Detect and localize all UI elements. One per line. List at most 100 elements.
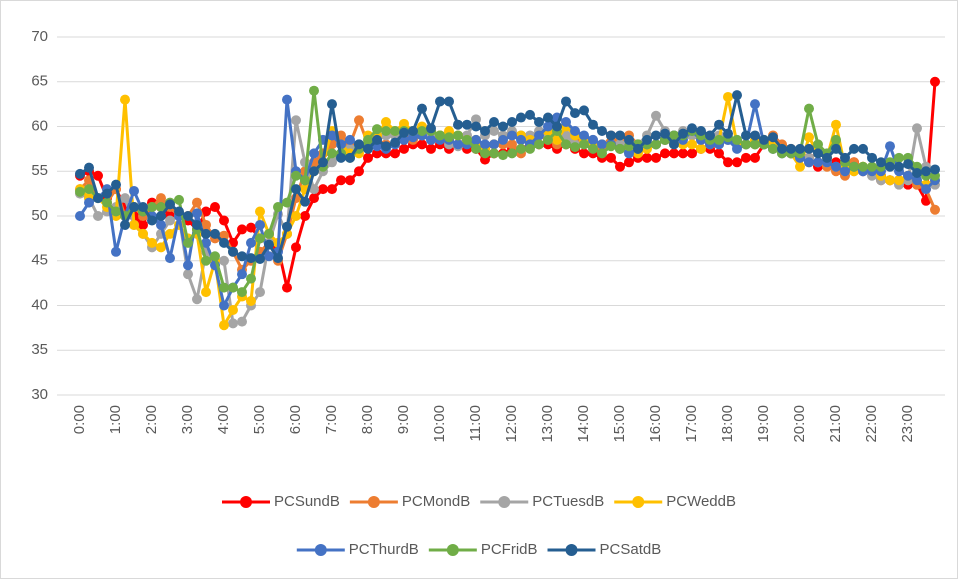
data-point [219,320,229,331]
data-point [111,246,121,257]
data-point [417,125,427,136]
data-point [714,119,724,130]
data-point [741,152,751,163]
data-point [921,184,931,195]
x-tick-label: 4:00 [215,405,232,434]
legend-label: PCMondB [402,493,470,510]
data-point [831,143,841,154]
x-tick-label: 17:00 [683,405,700,443]
data-point [210,251,220,262]
legend-label: PCFridB [481,541,538,558]
data-point [363,134,373,145]
data-point [651,152,661,163]
data-point [237,224,247,235]
data-point [705,130,715,141]
data-point [192,219,202,230]
data-point [597,125,607,136]
data-point [552,134,562,145]
data-point [309,85,319,96]
data-point [696,143,706,154]
legend-marker [632,496,645,508]
data-point [588,119,598,130]
data-point [471,121,481,132]
data-point [291,242,301,253]
data-point [804,143,814,154]
data-point [345,175,355,186]
data-point [840,166,850,177]
data-point [849,143,859,154]
data-point [210,228,220,239]
data-point [309,184,319,195]
y-tick-label: 55 [31,162,48,179]
data-point [669,130,679,141]
data-point [255,287,265,298]
data-point [273,253,283,264]
x-tick-label: 12:00 [503,405,520,443]
data-point [732,143,742,154]
x-tick-label: 8:00 [359,405,376,434]
data-point [201,287,211,298]
data-point [795,161,805,172]
data-point [822,152,832,163]
data-point [903,170,913,181]
data-point [372,124,382,135]
data-point [129,202,139,213]
data-point [138,228,148,239]
data-point [534,117,544,128]
data-point [282,197,292,208]
x-tick-label: 13:00 [539,405,556,443]
data-point [849,161,859,172]
data-point [264,251,274,262]
data-point [651,130,661,141]
data-point [444,132,454,143]
data-point [336,152,346,163]
data-point [858,161,868,172]
data-point [912,175,922,186]
data-point [606,130,616,141]
data-point [723,157,733,168]
data-point [165,253,175,264]
data-point [219,237,229,248]
data-point [678,148,688,159]
x-tick-label: 0:00 [71,405,88,434]
data-point [417,139,427,150]
legend-item: PCSundB [222,493,340,510]
data-point [129,185,139,196]
grid: 30 35 40 45 50 55 60 65 70 0:00 1:00 2:00 3:00 4:00 5:… [31,28,945,443]
data-point [786,143,796,154]
data-point [291,115,301,126]
data-point [930,76,940,87]
data-point [804,103,814,114]
data-point [390,125,400,136]
data-point [615,161,625,172]
data-point [120,193,130,204]
data-point [480,139,490,150]
data-point [228,246,238,257]
x-tick-label: 10:00 [431,405,448,443]
data-point [750,152,760,163]
data-point [309,193,319,204]
data-point [219,282,229,293]
y-tick-label: 60 [31,117,48,134]
data-point [561,96,571,107]
data-point [327,99,337,110]
data-point [867,152,877,163]
data-point [201,228,211,239]
data-point [300,175,310,186]
data-point [300,211,310,221]
data-point [489,139,499,150]
data-point [534,130,544,141]
data-point [480,148,490,159]
series-layer [75,76,940,331]
data-point [210,202,220,213]
data-point [255,233,265,244]
data-point [327,157,337,168]
data-point [381,141,391,152]
data-point [543,134,553,145]
x-tick-label: 14:00 [575,405,592,443]
data-point [147,202,157,213]
data-point [624,134,634,145]
data-point [687,148,697,159]
data-point [885,141,895,152]
x-tick-label: 23:00 [899,405,916,443]
